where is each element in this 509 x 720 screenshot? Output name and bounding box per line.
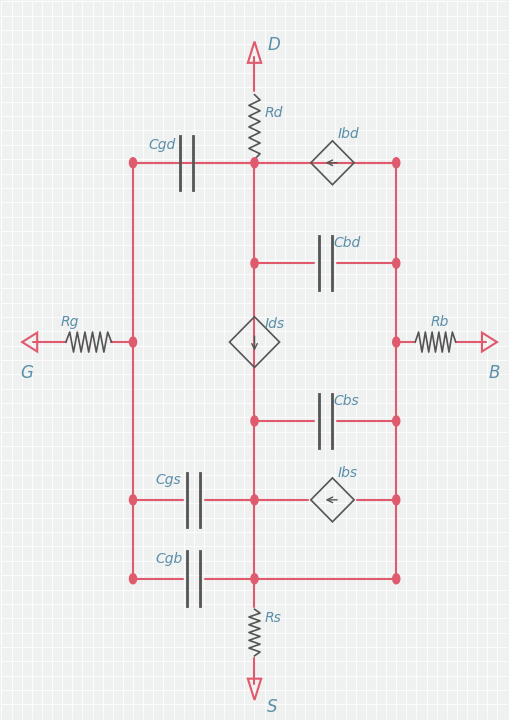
- Circle shape: [393, 495, 400, 505]
- Circle shape: [251, 495, 258, 505]
- Circle shape: [129, 495, 136, 505]
- Text: Cgb: Cgb: [156, 552, 183, 566]
- Circle shape: [393, 258, 400, 268]
- Text: G: G: [21, 364, 34, 382]
- Circle shape: [251, 574, 258, 584]
- Circle shape: [251, 258, 258, 268]
- Text: S: S: [267, 698, 277, 716]
- Text: Rg: Rg: [61, 315, 79, 329]
- Circle shape: [251, 416, 258, 426]
- Text: Cgs: Cgs: [156, 473, 182, 487]
- Circle shape: [251, 158, 258, 168]
- Circle shape: [393, 337, 400, 347]
- Text: Ibd: Ibd: [337, 127, 359, 141]
- Text: Cbd: Cbd: [333, 236, 360, 251]
- Text: Rd: Rd: [265, 106, 283, 120]
- Circle shape: [393, 416, 400, 426]
- Text: Cbs: Cbs: [333, 394, 359, 408]
- Text: Rb: Rb: [431, 315, 449, 329]
- Text: Ids: Ids: [265, 318, 285, 331]
- Text: Rs: Rs: [265, 611, 281, 626]
- Text: B: B: [488, 364, 500, 382]
- Text: Cgd: Cgd: [149, 138, 176, 152]
- Circle shape: [393, 158, 400, 168]
- Circle shape: [129, 158, 136, 168]
- Circle shape: [393, 574, 400, 584]
- Text: Ibs: Ibs: [337, 466, 358, 480]
- Circle shape: [129, 574, 136, 584]
- Text: D: D: [267, 36, 280, 54]
- Circle shape: [129, 337, 136, 347]
